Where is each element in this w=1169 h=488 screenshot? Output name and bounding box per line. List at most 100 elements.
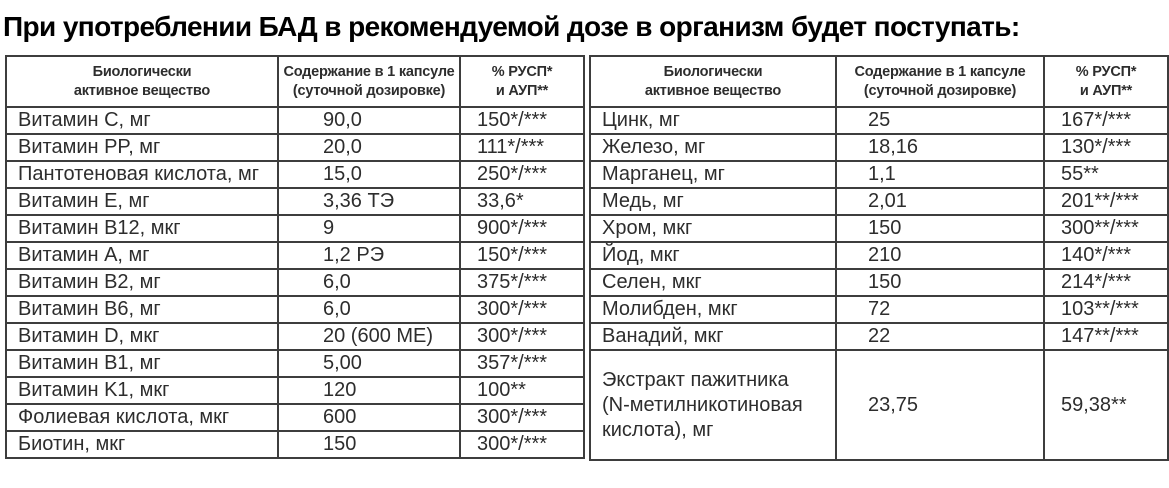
table-row: Селен, мкг 150 214*/*** <box>589 268 1169 297</box>
percent-cell: 300*/*** <box>459 430 585 459</box>
substance-cell: Витамин B1, мг <box>5 349 279 378</box>
percent-cell: 250*/*** <box>459 160 585 189</box>
substance-cell: Фолиевая кислота, мкг <box>5 403 279 432</box>
table-row: Хром, мкг 150 300**/*** <box>589 214 1169 243</box>
table-row: Витамин B2, мг 6,0 375*/*** <box>5 268 585 297</box>
substance-cell: Селен, мкг <box>589 268 837 297</box>
percent-cell: 33,6* <box>459 187 585 216</box>
percent-cell: 130*/*** <box>1043 133 1169 162</box>
substance-cell: Витамин PP, мг <box>5 133 279 162</box>
substance-cell: Йод, мкг <box>589 241 837 270</box>
substance-cell: Витамин D, мкг <box>5 322 279 351</box>
table-row: Ванадий, мкг 22 147**/*** <box>589 322 1169 351</box>
substance-cell: Витамин E, мг <box>5 187 279 216</box>
table-row: Железо, мг 18,16 130*/*** <box>589 133 1169 162</box>
vitamins-table: Биологически активное вещество Содержани… <box>5 55 585 459</box>
content-cell: 600 <box>277 403 461 432</box>
substance-cell: Витамин A, мг <box>5 241 279 270</box>
table-row: Биотин, мкг 150 300*/*** <box>5 430 585 459</box>
content-header: Содержание в 1 капсуле (суточной дозиров… <box>835 55 1045 108</box>
substance-cell: Молибден, мкг <box>589 295 837 324</box>
content-cell: 120 <box>277 376 461 405</box>
percent-cell: 167*/*** <box>1043 106 1169 135</box>
substance-cell: Витамин B12, мкг <box>5 214 279 243</box>
content-cell: 6,0 <box>277 268 461 297</box>
table-row: Йод, мкг 210 140*/*** <box>589 241 1169 270</box>
table-row: Молибден, мкг 72 103**/*** <box>589 295 1169 324</box>
header-row: Биологически активное вещество Содержани… <box>5 55 585 108</box>
content-cell: 1,1 <box>835 160 1045 189</box>
table-row: Витамин A, мг 1,2 РЭ 150*/*** <box>5 241 585 270</box>
content-cell: 72 <box>835 295 1045 324</box>
content-cell: 150 <box>277 430 461 459</box>
percent-cell: 300**/*** <box>1043 214 1169 243</box>
content-cell: 22 <box>835 322 1045 351</box>
substance-cell: Ванадий, мкг <box>589 322 837 351</box>
percent-cell: 300*/*** <box>459 403 585 432</box>
table-row: Цинк, мг 25 167*/*** <box>589 106 1169 135</box>
percent-header: % РУСП* и АУП** <box>1043 55 1169 108</box>
content-cell: 3,36 ТЭ <box>277 187 461 216</box>
content-cell: 20,0 <box>277 133 461 162</box>
content-cell: 2,01 <box>835 187 1045 216</box>
content-cell: 23,75 <box>835 349 1045 461</box>
table-row: Медь, мг 2,01 201**/*** <box>589 187 1169 216</box>
table-row: Витамин K1, мкг 120 100** <box>5 376 585 405</box>
percent-cell: 150*/*** <box>459 106 585 135</box>
content-cell: 25 <box>835 106 1045 135</box>
minerals-table: Биологически активное вещество Содержани… <box>589 55 1169 461</box>
table-row: Витамин B12, мкг 9 900*/*** <box>5 214 585 243</box>
table-row: Витамин D, мкг 20 (600 МЕ) 300*/*** <box>5 322 585 351</box>
substance-header: Биологически активное вещество <box>5 55 279 108</box>
substance-cell: Хром, мкг <box>589 214 837 243</box>
percent-cell: 375*/*** <box>459 268 585 297</box>
percent-cell: 150*/*** <box>459 241 585 270</box>
content-cell: 18,16 <box>835 133 1045 162</box>
content-cell: 150 <box>835 214 1045 243</box>
percent-cell: 140*/*** <box>1043 241 1169 270</box>
substance-cell: Витамин K1, мкг <box>5 376 279 405</box>
percent-cell: 55** <box>1043 160 1169 189</box>
substance-cell: Витамин C, мг <box>5 106 279 135</box>
content-cell: 9 <box>277 214 461 243</box>
substance-header: Биологически активное вещество <box>589 55 837 108</box>
percent-cell: 59,38** <box>1043 349 1169 461</box>
substance-cell: Медь, мг <box>589 187 837 216</box>
substance-cell: Железо, мг <box>589 133 837 162</box>
page-title: При употреблении БАД в рекомендуемой доз… <box>3 11 1020 42</box>
table-row: Витамин B6, мг 6,0 300*/*** <box>5 295 585 324</box>
table-row: Витамин E, мг 3,36 ТЭ 33,6* <box>5 187 585 216</box>
percent-header: % РУСП* и АУП** <box>459 55 585 108</box>
substance-cell: Цинк, мг <box>589 106 837 135</box>
content-cell: 150 <box>835 268 1045 297</box>
table-row: Витамин PP, мг 20,0 111*/*** <box>5 133 585 162</box>
percent-cell: 201**/*** <box>1043 187 1169 216</box>
percent-cell: 300*/*** <box>459 322 585 351</box>
substance-cell: Марганец, мг <box>589 160 837 189</box>
content-cell: 5,00 <box>277 349 461 378</box>
content-cell: 1,2 РЭ <box>277 241 461 270</box>
percent-cell: 300*/*** <box>459 295 585 324</box>
percent-cell: 357*/*** <box>459 349 585 378</box>
table-row: Витамин B1, мг 5,00 357*/*** <box>5 349 585 378</box>
percent-cell: 900*/*** <box>459 214 585 243</box>
percent-cell: 103**/*** <box>1043 295 1169 324</box>
substance-cell: Пантотеновая кислота, мг <box>5 160 279 189</box>
content-cell: 6,0 <box>277 295 461 324</box>
percent-cell: 214*/*** <box>1043 268 1169 297</box>
content-cell: 210 <box>835 241 1045 270</box>
table-row: Фолиевая кислота, мкг 600 300*/*** <box>5 403 585 432</box>
table-row: Пантотеновая кислота, мг 15,0 250*/*** <box>5 160 585 189</box>
substance-cell: Биотин, мкг <box>5 430 279 459</box>
table-row: Экстракт пажитника (N-метилникотиновая к… <box>589 349 1169 461</box>
substance-cell: Витамин B2, мг <box>5 268 279 297</box>
content-header: Содержание в 1 капсуле (суточной дозиров… <box>277 55 461 108</box>
tables-container: Биологически активное вещество Содержани… <box>0 55 1169 461</box>
substance-cell: Экстракт пажитника (N-метилникотиновая к… <box>589 349 837 461</box>
header-row: Биологически активное вещество Содержани… <box>589 55 1169 108</box>
content-cell: 90,0 <box>277 106 461 135</box>
table-row: Витамин C, мг 90,0 150*/*** <box>5 106 585 135</box>
percent-cell: 147**/*** <box>1043 322 1169 351</box>
percent-cell: 100** <box>459 376 585 405</box>
table-row: Марганец, мг 1,1 55** <box>589 160 1169 189</box>
